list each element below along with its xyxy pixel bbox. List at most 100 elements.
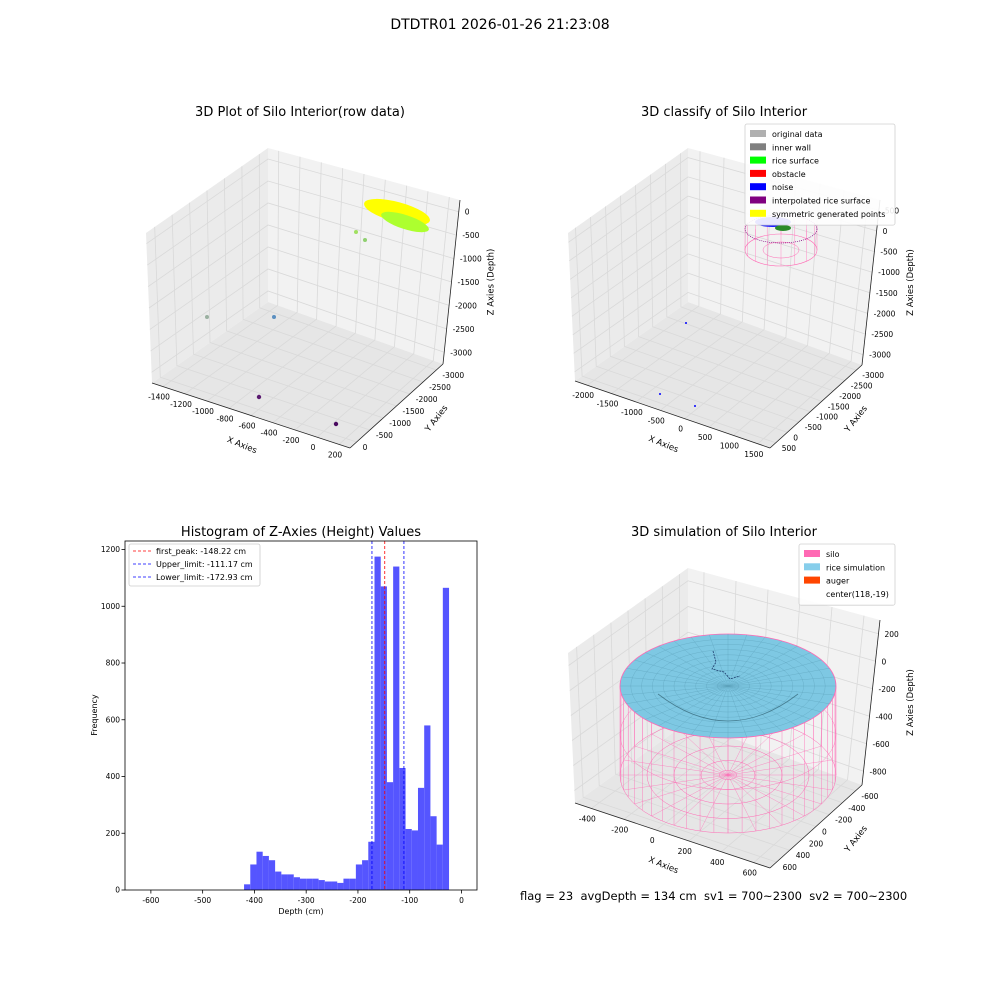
histogram-bar (244, 884, 251, 890)
y-tick-label: -2500 (851, 382, 873, 391)
z-axis-line (442, 199, 461, 365)
x-tick-label: -100 (401, 896, 418, 905)
grid-line-x (184, 156, 301, 395)
z-tick-label: -2000 (874, 309, 896, 318)
histogram-bar (331, 881, 338, 890)
y-tick-label: -400 (848, 804, 865, 813)
rice-surface-mesh (709, 634, 729, 687)
grid-line-x (708, 183, 821, 428)
histogram-bar (275, 871, 282, 890)
histogram-bar (250, 864, 257, 890)
y-tick-label: 1200 (101, 545, 120, 554)
pane-left (568, 148, 688, 381)
legend-label: first_peak: -148.22 cm (156, 547, 246, 556)
y-axis-line (349, 363, 444, 449)
x-axis-line (151, 382, 351, 449)
grid-line-y (610, 622, 804, 839)
legend-box (744, 123, 896, 226)
rice-surface-mesh (727, 652, 811, 687)
silo-floor-spoke (623, 759, 729, 776)
y-tick-label: 200 (809, 839, 824, 848)
silo-floor-spoke (623, 774, 729, 791)
y-tick-label: -3000 (442, 371, 464, 380)
y-tick-label: -500 (805, 423, 822, 432)
z-tick-label: -2500 (453, 325, 475, 334)
x-tick-label: 200 (328, 450, 343, 459)
legend-label: inner wall (772, 143, 811, 152)
rice-surface-mesh (658, 685, 729, 726)
y-tick-label: 600 (106, 715, 121, 724)
y-tick-label: 400 (796, 851, 811, 860)
rice-surface-mesh (658, 646, 729, 687)
silo-floor-spoke (651, 733, 729, 776)
y-tick-label: -3000 (862, 371, 884, 380)
y-tick-label: 200 (106, 829, 121, 838)
y-axis-label: Frequency (90, 694, 99, 736)
legend-swatch (750, 209, 766, 217)
rice-surface-mesh (727, 685, 798, 726)
grid-line-y (154, 226, 357, 443)
panel-histogram: Histogram of Z-Axies (Height) Values -600… (90, 525, 478, 916)
grid-line-x (757, 196, 869, 445)
histogram-bar (368, 841, 375, 890)
silo-floor-spoke (727, 774, 783, 826)
legend-label: interpolated rice surface (772, 197, 870, 206)
rice-surface-mesh (727, 659, 822, 687)
histogram-bar (380, 586, 387, 890)
silo-floor-spoke (727, 745, 822, 776)
grid-line-z (147, 202, 455, 287)
panel-simulation: 3D simulation of Silo Interior -400 -200 0 2… (568, 525, 916, 878)
plot-frame (124, 540, 478, 891)
x-tick-label: -500 (194, 896, 211, 905)
histogram-bar (374, 556, 381, 890)
histogram-bar (442, 587, 450, 890)
x-tick-label: 0 (311, 443, 316, 452)
x-tick-label: -1200 (170, 400, 192, 409)
y-tick-label: -2000 (839, 392, 861, 401)
silo-floor-spoke (727, 774, 805, 817)
y-tick-label: 1000 (101, 602, 120, 611)
x-tick-label: -800 (216, 414, 233, 423)
rice-surface-mesh (727, 668, 830, 687)
silo-floor-spoke (727, 733, 805, 776)
histogram-bar (393, 566, 400, 890)
x-tick-label: 1500 (744, 450, 763, 459)
silo-floor-spoke (651, 774, 729, 817)
legend-label: Lower_limit: -172.93 cm (156, 573, 253, 582)
noise-point (685, 322, 687, 324)
legend-label: center(118,-19) (826, 590, 889, 599)
histogram-bar (287, 874, 294, 890)
grid-line-x (611, 157, 725, 394)
histogram-bar (355, 864, 363, 890)
histogram-bar (256, 851, 263, 890)
z-axis-label: Z Axies (Depth) (487, 249, 497, 316)
x-tick-label: -600 (142, 896, 159, 905)
x-axis-line (574, 802, 771, 869)
pane-left (146, 148, 268, 383)
legend-box (798, 543, 896, 606)
x-tick-label: 0 (678, 425, 683, 434)
histogram-bar (337, 882, 344, 890)
noise-point (659, 393, 661, 395)
grid-line-z (570, 214, 873, 299)
grid-line-y (644, 598, 830, 815)
data-point (272, 315, 276, 319)
pane-floor (575, 722, 862, 868)
y-tick-label: -600 (861, 792, 878, 801)
rice-surface-mesh (690, 637, 729, 687)
grid-line-y (605, 206, 799, 423)
x-tick-label: -200 (611, 825, 628, 834)
rice-surface-mesh (727, 685, 822, 713)
y-tick-label: -1000 (389, 419, 411, 428)
histogram-bar (324, 881, 332, 890)
z-axis-label: Z Axies (Depth) (906, 249, 916, 316)
z-tick-label: -1500 (876, 289, 898, 298)
silo-floor-spoke (634, 745, 729, 776)
z-tick-label: -600 (873, 740, 890, 749)
x-tick-label: -1000 (192, 407, 214, 416)
rice-surface-mesh (727, 676, 835, 687)
grid-line-y (627, 610, 817, 827)
legend-swatch (750, 196, 766, 204)
histogram-bar (362, 860, 369, 890)
